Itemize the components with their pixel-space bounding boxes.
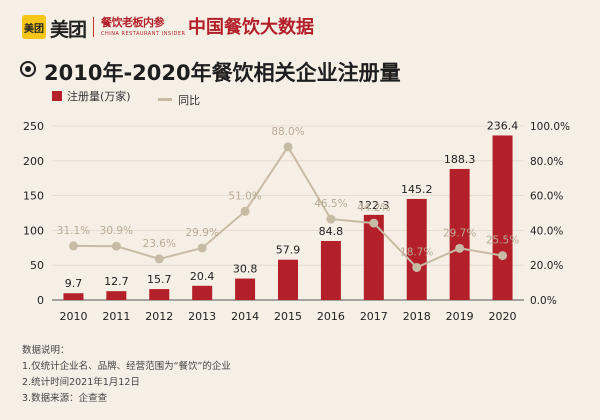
legend-item-bar: 注册量(万家) (52, 88, 131, 104)
y-left-tick: 100 (23, 224, 44, 237)
legend-label-line: 同比 (178, 93, 201, 107)
y-left-tick: 0 (37, 294, 44, 307)
x-tick-label: 2020 (489, 310, 517, 323)
bar-label: 236.4 (487, 119, 519, 132)
x-tick-label: 2011 (102, 310, 130, 323)
header: 美团 美团 餐饮老板内参 CHINA RESTAURANT INSIDER 中国… (0, 0, 600, 50)
line-point (498, 251, 508, 261)
x-tick-label: 2019 (446, 310, 474, 323)
bar-label: 57.9 (276, 244, 301, 257)
line-point (68, 241, 78, 251)
legend-swatch-bar (52, 91, 62, 101)
y-right-tick: 20.0% (530, 260, 563, 272)
x-tick-label: 2014 (231, 310, 259, 323)
bar-label: 84.8 (319, 225, 344, 238)
line-label: 29.7% (443, 227, 476, 239)
line-label: 51.0% (228, 190, 261, 202)
x-tick-label: 2018 (403, 310, 431, 323)
bar (192, 285, 213, 300)
data-notes: 数据说明： 1.仅统计企业名、品牌、经营范围为“餐饮”的企业 2.统计时间202… (22, 343, 231, 407)
notes-title: 数据说明： (22, 345, 70, 356)
legend-swatch-line (158, 98, 173, 101)
chart-title: 2010年-2020年餐饮相关企业注册量 (44, 61, 401, 85)
line-point (455, 243, 465, 253)
title-bullet-icon (20, 61, 36, 77)
sub-brand: 餐饮老板内参 (101, 16, 165, 29)
line-label: 29.9% (186, 227, 219, 239)
line-point (369, 218, 379, 228)
line-point (326, 214, 336, 224)
line-point (111, 241, 121, 251)
line-label: 46.5% (314, 198, 347, 210)
bar (320, 240, 341, 300)
x-tick-label: 2015 (274, 310, 302, 323)
bar-label: 188.3 (444, 153, 476, 166)
line-point (283, 142, 293, 152)
bar-label: 30.8 (233, 263, 258, 276)
line-point (412, 262, 422, 272)
logo-divider (93, 17, 94, 37)
y-right-tick: 40.0% (530, 225, 563, 237)
bar (63, 293, 84, 300)
x-tick-label: 2012 (145, 310, 173, 323)
bar-label: 20.4 (190, 270, 215, 283)
y-right-tick: 0.0% (530, 295, 557, 307)
notes-line-1: 1.仅统计企业名、品牌、经营范围为“餐饮”的企业 (22, 361, 231, 372)
x-tick-label: 2016 (317, 310, 345, 323)
bar (106, 291, 127, 300)
legend-item-line: 同比 (158, 92, 200, 108)
line-label: 18.7% (400, 246, 433, 258)
y-left-tick: 50 (30, 259, 44, 272)
bar-label: 145.2 (401, 183, 433, 196)
x-tick-label: 2010 (59, 310, 87, 323)
bar (278, 259, 298, 300)
line-point (240, 206, 250, 216)
chart-legend: 注册量(万家) 同比 (52, 88, 224, 108)
legend-label-bar: 注册量(万家) (67, 90, 131, 103)
line-point (197, 243, 207, 253)
bar-label: 122.3 (358, 199, 390, 212)
bar (149, 289, 170, 300)
meituan-logo: 美团 (22, 15, 46, 39)
line-label: 25.5% (486, 235, 519, 247)
bar (235, 278, 256, 300)
sub-brand-en: CHINA RESTAURANT INSIDER (101, 31, 186, 37)
y-left-tick: 250 (23, 120, 44, 133)
y-left-tick: 150 (23, 190, 44, 203)
y-right-tick: 80.0% (530, 156, 563, 168)
line-point (154, 254, 164, 264)
line-label: 88.0% (271, 126, 304, 138)
line-label: 30.9% (100, 225, 133, 237)
x-tick-label: 2017 (360, 310, 388, 323)
logo-text: 美团 (50, 19, 87, 41)
x-tick-label: 2013 (188, 310, 216, 323)
notes-line-3: 3.数据来源：企查查 (22, 393, 108, 404)
bar-label: 9.7 (65, 277, 83, 290)
y-left-tick: 200 (23, 155, 44, 168)
bar (492, 135, 513, 300)
line-label: 44.2% (357, 202, 390, 214)
bar (406, 198, 427, 300)
bar (363, 214, 384, 300)
chart: 0 50 100 150 200 250 0.0% 20.0% 40.0% 60.0% 80.0% 1… (23, 119, 570, 323)
bar-label: 12.7 (104, 275, 129, 288)
brand-title: 中国餐饮大数据 (188, 17, 314, 38)
bar-label: 15.7 (147, 273, 172, 286)
line-label: 23.6% (143, 238, 176, 250)
bar (449, 168, 470, 300)
y-right-tick: 60.0% (530, 191, 563, 203)
line-label: 31.1% (57, 225, 90, 237)
notes-line-2: 2.统计时间2021年1月12日 (22, 377, 140, 388)
y-right-tick: 100.0% (530, 121, 570, 133)
